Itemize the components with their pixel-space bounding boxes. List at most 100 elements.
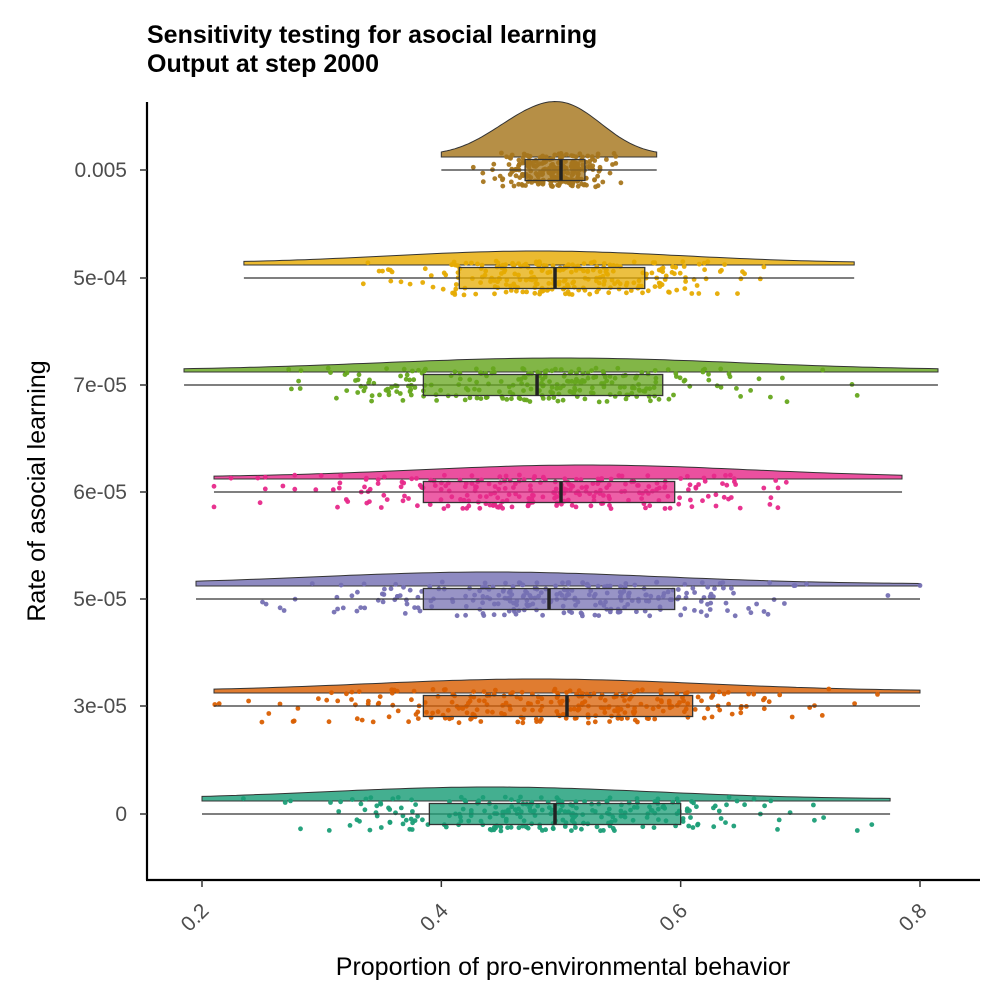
data-point: [684, 590, 689, 596]
data-point: [645, 473, 651, 479]
data-point: [382, 586, 387, 592]
data-point: [517, 472, 522, 478]
data-point: [589, 368, 594, 373]
data-point: [804, 581, 809, 587]
data-point: [409, 797, 414, 803]
data-point: [439, 579, 445, 585]
data-point: [731, 590, 736, 596]
data-point: [600, 369, 606, 374]
data-point: [257, 500, 263, 506]
data-point: [375, 477, 381, 482]
data-point: [604, 157, 609, 162]
data-point: [717, 581, 723, 586]
data-point: [463, 260, 469, 266]
data-point: [493, 687, 498, 693]
data-point: [471, 689, 476, 694]
data-point: [552, 152, 558, 158]
data-point: [354, 608, 360, 614]
data-point: [420, 817, 425, 823]
data-point: [462, 797, 467, 803]
data-point: [699, 698, 704, 704]
data-point: [493, 258, 499, 264]
data-point: [539, 828, 545, 833]
data-point: [564, 152, 569, 157]
data-point: [534, 580, 540, 586]
data-point: [610, 162, 615, 167]
data-point: [344, 691, 349, 697]
box-3e-05: [422, 694, 694, 718]
data-point: [728, 472, 733, 478]
box-5e-04: [458, 266, 646, 290]
data-point: [700, 498, 705, 504]
data-point: [709, 695, 714, 700]
data-point: [757, 276, 763, 282]
data-point: [680, 259, 686, 264]
data-point: [652, 260, 658, 265]
data-point: [411, 377, 417, 383]
data-point: [406, 719, 411, 725]
data-point: [607, 609, 613, 615]
data-point: [368, 795, 374, 800]
data-point: [328, 800, 333, 805]
data-point: [549, 368, 555, 374]
data-point: [507, 155, 513, 161]
data-point: [291, 718, 297, 724]
data-point: [746, 691, 751, 697]
data-point: [423, 366, 428, 372]
data-point: [211, 483, 217, 489]
data-point: [541, 474, 546, 480]
data-point: [453, 282, 459, 287]
data-point: [640, 824, 646, 830]
y-tick-label: 7e-05: [73, 374, 127, 397]
data-point: [407, 281, 413, 287]
data-point: [521, 366, 527, 372]
data-point: [384, 497, 390, 502]
data-point: [377, 694, 383, 699]
data-point: [652, 716, 658, 722]
data-point: [410, 368, 415, 374]
data-point: [462, 397, 468, 403]
data-point: [531, 476, 537, 482]
data-point: [607, 719, 612, 724]
data-point: [380, 268, 385, 274]
data-point: [678, 612, 684, 618]
data-point: [589, 154, 595, 160]
data-point: [607, 795, 613, 801]
y-axis-ticks: 0.005 5e-04 7e-05 6e-05 5e-05 3e-05 0: [73, 159, 147, 826]
data-point: [618, 180, 624, 186]
data-point: [717, 707, 723, 713]
data-point: [516, 162, 522, 168]
data-point: [711, 824, 717, 830]
data-point: [516, 261, 521, 266]
data-point: [328, 370, 333, 375]
data-point: [487, 827, 493, 832]
data-point: [516, 798, 521, 804]
data-point: [292, 486, 298, 492]
data-point: [714, 291, 720, 297]
data-point: [340, 605, 346, 611]
data-point: [474, 366, 479, 372]
data-point: [700, 367, 706, 373]
data-point: [581, 261, 587, 266]
data-point: [452, 369, 458, 375]
density-cloud-5e-04: [243, 250, 855, 266]
data-point: [784, 399, 790, 405]
data-point: [521, 151, 527, 157]
data-point: [682, 606, 688, 611]
data-point: [395, 708, 401, 714]
data-point: [369, 398, 374, 404]
data-point: [415, 503, 420, 509]
data-point: [376, 268, 382, 274]
data-point: [387, 807, 393, 812]
data-point: [592, 612, 598, 618]
data-point: [566, 580, 572, 585]
data-point: [688, 497, 693, 503]
data-point: [604, 399, 610, 404]
data-point: [651, 825, 657, 830]
data-point: [422, 266, 428, 272]
data-point: [297, 386, 303, 391]
data-point: [731, 823, 737, 829]
data-point: [413, 712, 419, 717]
data-point: [608, 506, 614, 511]
data-point: [511, 183, 517, 189]
